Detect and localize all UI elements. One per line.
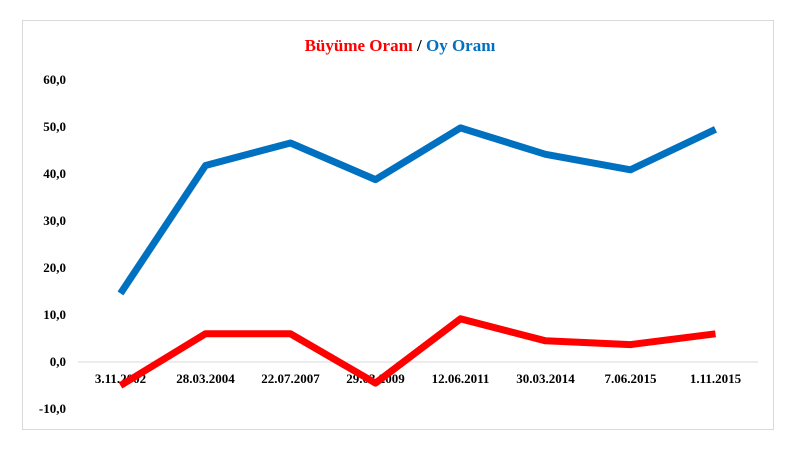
x-tick-label: 1.11.2015 — [690, 371, 742, 386]
x-tick-label: 12.06.2011 — [432, 371, 490, 386]
y-tick-label: 50,0 — [43, 119, 66, 134]
y-tick-label: 30,0 — [43, 213, 66, 228]
y-tick-label: -10,0 — [39, 401, 66, 416]
title-vote: Oy Oranı — [425, 36, 496, 55]
series-line-vote — [117, 124, 718, 296]
series-line-growth — [118, 315, 716, 389]
y-tick-label: 0,0 — [50, 354, 66, 369]
chart-title: Büyüme Oranı / Oy Oranı — [0, 36, 800, 56]
x-tick-label: 22.07.2007 — [261, 371, 320, 386]
y-tick-label: 10,0 — [43, 307, 66, 322]
y-tick-label: 40,0 — [43, 166, 66, 181]
title-separator: / — [412, 36, 426, 55]
title-growth: Büyüme Oranı — [304, 36, 413, 55]
y-tick-label: 20,0 — [43, 260, 66, 275]
y-tick-label: 60,0 — [43, 72, 66, 87]
x-tick-label: 28.03.2004 — [176, 371, 235, 386]
x-tick-label: 7.06.2015 — [605, 371, 658, 386]
x-tick-label: 30.03.2014 — [516, 371, 575, 386]
